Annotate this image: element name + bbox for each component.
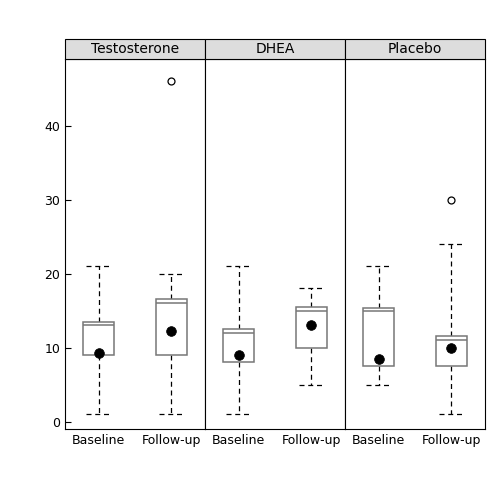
Bar	[223, 329, 254, 362]
Text: Testosterone: Testosterone	[91, 42, 179, 56]
Bar	[156, 299, 187, 355]
FancyBboxPatch shape	[65, 39, 205, 59]
FancyBboxPatch shape	[205, 39, 345, 59]
Bar	[296, 307, 327, 348]
Text: DHEA: DHEA	[256, 42, 294, 56]
Bar	[436, 336, 467, 366]
Bar	[363, 309, 394, 366]
FancyBboxPatch shape	[345, 39, 485, 59]
Bar	[83, 321, 114, 355]
Text: Placebo: Placebo	[388, 42, 442, 56]
